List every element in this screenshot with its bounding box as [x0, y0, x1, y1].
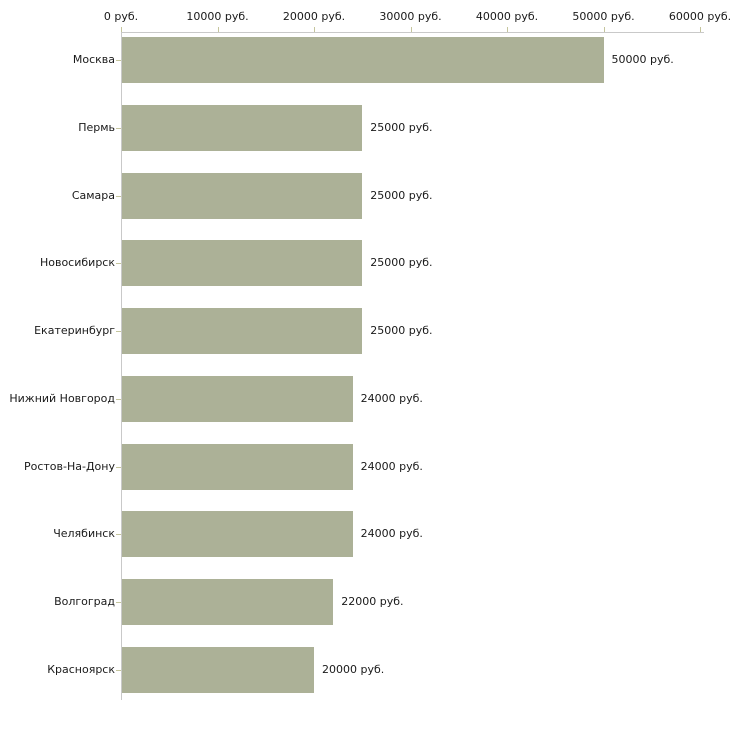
value-label: 25000 руб.	[370, 256, 433, 270]
x-axis-tick	[314, 27, 315, 32]
value-label: 25000 руб.	[370, 324, 433, 338]
category-label: Красноярск	[47, 663, 115, 677]
value-label: 24000 руб.	[360, 391, 423, 405]
category-label: Нижний Новгород	[9, 391, 115, 405]
value-label: 25000 руб.	[370, 120, 433, 134]
x-axis-tick	[603, 27, 605, 32]
category-label: Москва	[72, 53, 115, 66]
bar-7	[122, 511, 353, 558]
x-axis-line	[121, 32, 704, 33]
value-label: 50000 руб.	[611, 53, 674, 66]
bar-9	[122, 647, 314, 694]
category-tick	[116, 602, 121, 604]
category-label: Ростов-На-Дону	[23, 459, 115, 473]
category-tick	[116, 398, 121, 400]
bar-5	[122, 375, 353, 422]
value-label: 20000 руб.	[322, 663, 385, 677]
value-label: 24000 руб.	[360, 527, 423, 541]
x-axis-tick-label: 20000 руб.	[282, 10, 346, 23]
x-axis-tick	[217, 27, 219, 32]
bar-2	[122, 172, 363, 219]
bar-4	[122, 308, 363, 355]
category-tick	[116, 466, 121, 468]
bar-3	[122, 240, 363, 287]
category-tick	[116, 263, 121, 265]
bar-8	[122, 579, 334, 626]
category-tick	[116, 670, 121, 672]
category-tick	[116, 127, 121, 129]
category-label: Челябинск	[53, 527, 115, 541]
category-tick	[116, 60, 121, 61]
x-axis-tick-label: 40000 руб.	[475, 10, 539, 23]
category-label: Волгоград	[54, 595, 115, 609]
x-axis-tick	[507, 27, 508, 32]
x-axis-tick-label: 60000 руб.	[668, 10, 730, 23]
value-label: 22000 руб.	[341, 595, 404, 609]
value-label: 24000 руб.	[360, 459, 423, 473]
category-tick	[116, 534, 121, 536]
category-label: Пермь	[78, 120, 115, 134]
x-axis-tick-label: 50000 руб.	[572, 10, 635, 23]
bar-6	[122, 443, 353, 490]
x-axis-tick-label: 0 руб.	[103, 10, 139, 23]
category-tick	[116, 195, 121, 197]
x-axis-tick	[121, 27, 122, 32]
x-axis-tick-label: 10000 руб.	[186, 10, 249, 23]
category-tick	[116, 331, 121, 333]
category-label: Екатеринбург	[34, 324, 115, 338]
category-label: Новосибирск	[39, 256, 115, 270]
x-axis-tick	[410, 27, 412, 32]
y-axis-line	[121, 32, 122, 700]
bar-1	[122, 104, 363, 151]
bar-0	[122, 37, 604, 83]
x-axis-tick-label: 30000 руб.	[379, 10, 442, 23]
category-label: Самара	[71, 188, 115, 202]
x-axis-tick	[700, 27, 701, 32]
value-label: 25000 руб.	[370, 188, 433, 202]
